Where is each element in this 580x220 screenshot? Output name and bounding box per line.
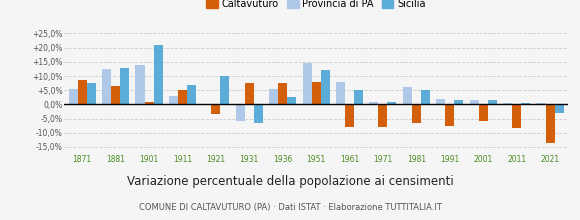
Bar <box>403 87 412 104</box>
Bar <box>144 102 154 104</box>
Bar <box>536 103 546 104</box>
Bar <box>554 104 564 113</box>
Bar <box>245 83 254 104</box>
Bar <box>154 45 162 104</box>
Bar <box>421 90 430 104</box>
Bar <box>436 99 445 104</box>
Bar <box>445 104 454 126</box>
Bar <box>102 69 111 104</box>
Bar <box>235 104 245 121</box>
Bar <box>278 83 287 104</box>
Text: COMUNE DI CALTAVUTURO (PA) · Dati ISTAT · Elaborazione TUTTITALIA.IT: COMUNE DI CALTAVUTURO (PA) · Dati ISTAT … <box>139 204 441 212</box>
Bar <box>478 104 488 121</box>
Text: Variazione percentuale della popolazione ai censimenti: Variazione percentuale della popolazione… <box>126 175 454 188</box>
Bar <box>345 104 354 127</box>
Bar <box>546 104 554 143</box>
Bar <box>336 82 345 104</box>
Bar <box>311 82 321 104</box>
Legend: Caltavuturo, Provincia di PA, Sicilia: Caltavuturo, Provincia di PA, Sicilia <box>202 0 430 13</box>
Bar <box>412 104 421 123</box>
Bar <box>354 90 363 104</box>
Bar <box>470 100 478 104</box>
Bar <box>111 86 120 104</box>
Bar <box>454 100 463 104</box>
Bar <box>369 102 378 104</box>
Bar <box>287 97 296 104</box>
Bar <box>321 70 329 104</box>
Bar <box>521 103 530 104</box>
Bar <box>68 89 78 104</box>
Bar <box>220 76 229 104</box>
Bar <box>211 104 220 114</box>
Bar <box>303 63 311 104</box>
Bar <box>78 80 86 104</box>
Bar <box>488 100 496 104</box>
Bar <box>387 102 397 104</box>
Bar <box>503 103 512 104</box>
Bar <box>86 83 96 104</box>
Bar <box>512 104 521 128</box>
Bar <box>178 90 187 104</box>
Bar <box>187 84 196 104</box>
Bar <box>254 104 263 123</box>
Bar <box>269 89 278 104</box>
Bar <box>378 104 387 127</box>
Bar <box>120 68 129 104</box>
Bar <box>136 65 144 104</box>
Bar <box>169 96 178 104</box>
